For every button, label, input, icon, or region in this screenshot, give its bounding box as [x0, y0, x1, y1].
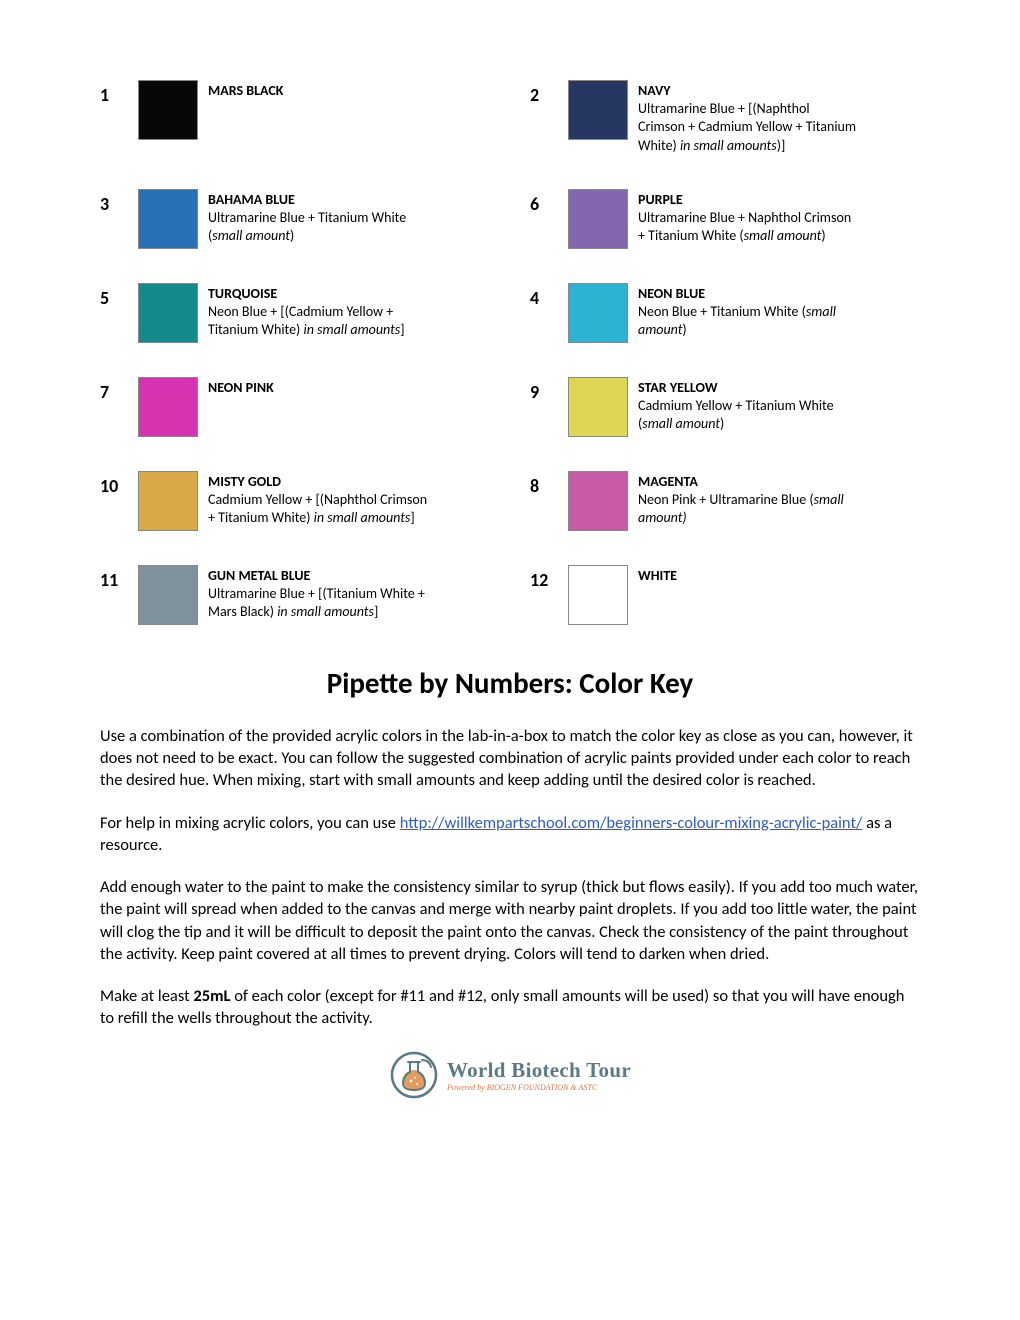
swatch-description: Cadmium Yellow + [(Naphthol Crimson + Ti… — [208, 491, 428, 527]
swatch-item: 7 NEON PINK — [100, 377, 490, 437]
swatch-name: WHITE — [638, 567, 677, 585]
swatch-item: 11 GUN METAL BLUEUltramarine Blue + [(Tit… — [100, 565, 490, 625]
swatch-item: 6 PURPLEUltramarine Blue + Naphthol Crims… — [530, 189, 920, 249]
paragraph-3: Add enough water to the paint to make th… — [100, 876, 920, 965]
swatch-name: NEON PINK — [208, 379, 274, 397]
swatch-info: MISTY GOLDCadmium Yellow + [(Naphthol Cr… — [208, 471, 428, 528]
logo-main-text: World Biotech Tour — [447, 1058, 631, 1083]
swatch-description: Ultramarine Blue + [(Naphthol Crimson + … — [638, 100, 858, 155]
swatch-description: Ultramarine Blue + [(Titanium White + Ma… — [208, 585, 428, 621]
logo-text: World Biotech Tour Powered by BIOGEN FOU… — [447, 1058, 631, 1092]
swatch-item: 8 MAGENTANeon Pink + Ultramarine Blue (sm… — [530, 471, 920, 531]
color-swatch — [568, 471, 628, 531]
swatch-info: STAR YELLOWCadmium Yellow + Titanium Whi… — [638, 377, 858, 434]
color-swatch — [568, 283, 628, 343]
paragraph-2: For help in mixing acrylic colors, you c… — [100, 812, 920, 857]
color-grid: 1 MARS BLACK 2 NAVYUltramarine Blue + [(Nap… — [100, 80, 920, 625]
swatch-item: 1 MARS BLACK — [100, 80, 490, 155]
page: 1 MARS BLACK 2 NAVYUltramarine Blue + [(Nap… — [0, 0, 1020, 1125]
swatch-item: 2 NAVYUltramarine Blue + [(Naphthol Crims… — [530, 80, 920, 155]
swatch-item: 3 BAHAMA BLUEUltramarine Blue + Titanium … — [100, 189, 490, 249]
color-swatch — [568, 565, 628, 625]
swatch-description: Neon Blue + Titanium White (small amount… — [638, 303, 858, 339]
swatch-description: Neon Blue + [(Cadmium Yellow + Titanium … — [208, 303, 428, 339]
swatch-name: PURPLE — [638, 191, 858, 209]
swatch-description: Cadmium Yellow + Titanium White (small a… — [638, 397, 858, 433]
swatch-name: MISTY GOLD — [208, 473, 428, 491]
swatch-number: 2 — [530, 80, 558, 106]
swatch-info: MARS BLACK — [208, 80, 283, 100]
swatch-name: BAHAMA BLUE — [208, 191, 428, 209]
color-swatch — [138, 565, 198, 625]
page-title: Pipette by Numbers: Color Key — [100, 665, 920, 701]
swatch-number: 9 — [530, 377, 558, 403]
p4-bold: 25mL — [193, 986, 230, 1006]
swatch-info: PURPLEUltramarine Blue + Naphthol Crimso… — [638, 189, 858, 246]
swatch-number: 12 — [530, 565, 558, 591]
swatch-name: MAGENTA — [638, 473, 858, 491]
swatch-item: 5 TURQUOISENeon Blue + [(Cadmium Yellow +… — [100, 283, 490, 343]
swatch-number: 4 — [530, 283, 558, 309]
swatch-description: Ultramarine Blue + Titanium White (small… — [208, 209, 428, 245]
color-swatch — [568, 80, 628, 140]
logo: World Biotech Tour Powered by BIOGEN FOU… — [389, 1050, 631, 1100]
color-swatch — [568, 189, 628, 249]
swatch-number: 7 — [100, 377, 128, 403]
swatch-item: 4 NEON BLUENeon Blue + Titanium White (sm… — [530, 283, 920, 343]
swatch-info: BAHAMA BLUEUltramarine Blue + Titanium W… — [208, 189, 428, 246]
swatch-info: GUN METAL BLUEUltramarine Blue + [(Titan… — [208, 565, 428, 622]
swatch-name: STAR YELLOW — [638, 379, 858, 397]
color-swatch — [568, 377, 628, 437]
flask-icon — [389, 1050, 439, 1100]
swatch-number: 1 — [100, 80, 128, 106]
logo-sub-text: Powered by BIOGEN FOUNDATION & ASTC — [447, 1083, 597, 1092]
swatch-info: WHITE — [638, 565, 677, 585]
swatch-description: Neon Pink + Ultramarine Blue (small amou… — [638, 491, 858, 527]
swatch-name: MARS BLACK — [208, 82, 283, 100]
color-swatch — [138, 189, 198, 249]
swatch-number: 6 — [530, 189, 558, 215]
color-swatch — [138, 377, 198, 437]
swatch-number: 11 — [100, 565, 128, 591]
swatch-number: 3 — [100, 189, 128, 215]
swatch-name: NEON BLUE — [638, 285, 858, 303]
swatch-info: NAVYUltramarine Blue + [(Naphthol Crimso… — [638, 80, 858, 155]
paragraph-1: Use a combination of the provided acryli… — [100, 725, 920, 792]
p4-prefix: Make at least — [100, 986, 193, 1006]
swatch-info: NEON BLUENeon Blue + Titanium White (sma… — [638, 283, 858, 340]
color-swatch — [138, 283, 198, 343]
color-swatch — [138, 80, 198, 140]
swatch-name: GUN METAL BLUE — [208, 567, 428, 585]
swatch-number: 5 — [100, 283, 128, 309]
swatch-info: NEON PINK — [208, 377, 274, 397]
p2-prefix: For help in mixing acrylic colors, you c… — [100, 813, 400, 833]
swatch-number: 10 — [100, 471, 128, 497]
swatch-number: 8 — [530, 471, 558, 497]
color-swatch — [138, 471, 198, 531]
swatch-info: TURQUOISENeon Blue + [(Cadmium Yellow + … — [208, 283, 428, 340]
mixing-help-link[interactable]: http://willkempartschool.com/beginners-c… — [400, 813, 863, 833]
swatch-item: 12 WHITE — [530, 565, 920, 625]
swatch-item: 10 MISTY GOLDCadmium Yellow + [(Naphthol … — [100, 471, 490, 531]
swatch-item: 9 STAR YELLOWCadmium Yellow + Titanium Wh… — [530, 377, 920, 437]
swatch-name: TURQUOISE — [208, 285, 428, 303]
logo-container: World Biotech Tour Powered by BIOGEN FOU… — [100, 1050, 920, 1105]
swatch-name: NAVY — [638, 82, 858, 100]
paragraph-4: Make at least 25mL of each color (except… — [100, 985, 920, 1030]
swatch-description: Ultramarine Blue + Naphthol Crimson + Ti… — [638, 209, 858, 245]
swatch-info: MAGENTANeon Pink + Ultramarine Blue (sma… — [638, 471, 858, 528]
